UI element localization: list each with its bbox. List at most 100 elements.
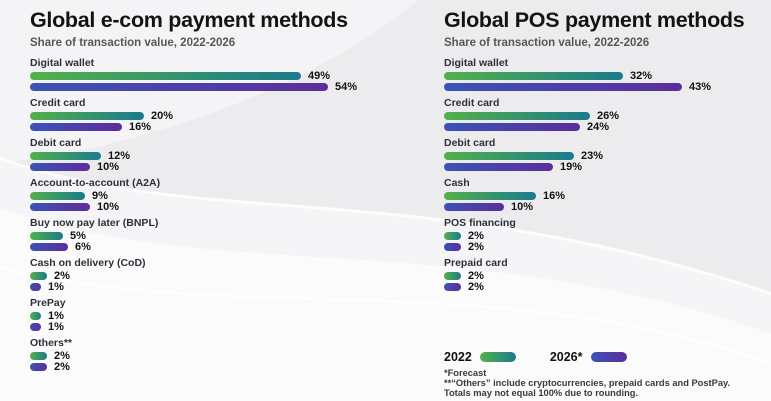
bar-value-label: 2% bbox=[54, 269, 70, 282]
bar-2022 bbox=[444, 231, 461, 240]
category-label: Credit card bbox=[444, 96, 500, 109]
category-group: POS financing 2% 2% bbox=[444, 217, 771, 253]
ecom-chart-title: Global e-com payment methods bbox=[30, 8, 348, 32]
legend-label-2022: 2022 bbox=[444, 350, 472, 364]
bar-row-2022: 16% bbox=[444, 190, 771, 201]
bar-value-label: 9% bbox=[92, 189, 108, 202]
bar-row-2022: 2% bbox=[444, 229, 771, 242]
pos-payment-chart: Global POS payment methods Share of tran… bbox=[444, 8, 771, 297]
bar-2026 bbox=[30, 122, 122, 131]
bar-row-2022: 5% bbox=[30, 229, 400, 242]
bar-row-2022: 49% bbox=[30, 69, 400, 82]
bar-value-label: 5% bbox=[70, 229, 86, 242]
legend-label-2026: 2026* bbox=[549, 350, 583, 364]
bar-2022 bbox=[444, 151, 574, 160]
bar-row-2026: 2% bbox=[444, 280, 771, 293]
category-label: Debit card bbox=[30, 136, 82, 149]
bar-value-label: 10% bbox=[97, 160, 120, 173]
category-group: Credit card 20% 16% bbox=[30, 96, 400, 132]
category-label: Others** bbox=[30, 336, 73, 349]
bar-2022 bbox=[444, 71, 623, 80]
category-group: Cash on delivery (CoD) 2% 1% bbox=[30, 256, 400, 293]
bar-2026 bbox=[30, 362, 47, 371]
bar-value-label: 23% bbox=[581, 149, 604, 162]
category-label: Debit card bbox=[444, 136, 496, 149]
bar-row-2026: 54% bbox=[30, 81, 400, 92]
bar-value-label: 49% bbox=[308, 69, 331, 82]
pos-chart-subtitle: Share of transaction value, 2022-2026 bbox=[444, 37, 650, 49]
category-label: Digital wallet bbox=[444, 56, 509, 69]
category-group: Credit card 26% 24% bbox=[444, 96, 771, 133]
bar-row-2026: 10% bbox=[444, 200, 771, 213]
bar-value-label: 24% bbox=[587, 120, 610, 133]
footnote-others: **“Others” include cryptocurrencies, pre… bbox=[444, 378, 731, 389]
pos-chart-title: Global POS payment methods bbox=[444, 8, 745, 32]
legend-item-2026: 2026* bbox=[550, 350, 627, 364]
bar-row-2026: 1% bbox=[30, 320, 400, 333]
bar-2026 bbox=[30, 202, 90, 211]
bar-value-label: 2% bbox=[54, 349, 70, 362]
bar-2026 bbox=[30, 322, 41, 331]
category-label: Digital wallet bbox=[30, 56, 95, 69]
bar-2026 bbox=[444, 82, 682, 91]
bar-value-label: 2% bbox=[54, 360, 70, 373]
category-label: Cash on delivery (CoD) bbox=[30, 256, 146, 269]
category-group: Others** 2% 2% bbox=[30, 336, 400, 373]
category-group: Prepaid card 2% 2% bbox=[444, 256, 771, 293]
bar-value-label: 10% bbox=[511, 200, 534, 213]
bar-row-2022: 12% bbox=[30, 149, 400, 162]
bar-2026 bbox=[30, 82, 328, 91]
bar-2022 bbox=[30, 151, 101, 160]
bar-row-2022: 2% bbox=[30, 269, 400, 282]
bar-row-2026: 24% bbox=[444, 120, 771, 133]
category-group: Buy now pay later (BNPL) 5% 6% bbox=[30, 216, 400, 253]
legend-item-2022: 2022 bbox=[444, 350, 516, 364]
bar-value-label: 43% bbox=[689, 80, 712, 93]
category-group: Digital wallet 32% 43% bbox=[444, 56, 771, 93]
footnote-forecast: *Forecast bbox=[444, 368, 487, 378]
category-label: Credit card bbox=[30, 96, 86, 109]
bar-2022 bbox=[30, 191, 85, 200]
bar-row-2026: 2% bbox=[30, 360, 400, 373]
bar-value-label: 32% bbox=[630, 69, 653, 82]
bar-2026 bbox=[444, 122, 580, 131]
bar-row-2022: 1% bbox=[30, 310, 400, 321]
category-group: Debit card 12% 10% bbox=[30, 136, 400, 173]
bar-2022 bbox=[30, 271, 47, 280]
bar-row-2026: 1% bbox=[30, 280, 400, 293]
bar-value-label: 1% bbox=[48, 280, 64, 293]
bar-row-2026: 6% bbox=[30, 240, 400, 253]
bar-2022 bbox=[444, 191, 536, 200]
bar-value-label: 2% bbox=[468, 240, 484, 253]
bar-2022 bbox=[444, 111, 590, 120]
bar-2022 bbox=[30, 311, 41, 320]
bar-value-label: 26% bbox=[597, 109, 620, 122]
bar-row-2022: 20% bbox=[30, 109, 400, 122]
category-label: Cash bbox=[444, 176, 470, 189]
bar-row-2022: 26% bbox=[444, 109, 771, 122]
bar-2026 bbox=[30, 242, 68, 251]
bar-value-label: 19% bbox=[560, 160, 583, 173]
bar-row-2022: 32% bbox=[444, 69, 771, 82]
bar-2026 bbox=[444, 282, 461, 291]
category-label: Prepaid card bbox=[444, 256, 508, 269]
bar-row-2026: 19% bbox=[444, 160, 771, 173]
bar-2022 bbox=[444, 271, 461, 280]
category-group: Digital wallet 49% 54% bbox=[30, 56, 400, 92]
pos-bar-groups: Digital wallet 32% 43% Credit card 26% 24% Deb… bbox=[444, 56, 771, 293]
ecom-bar-groups: Digital wallet 49% 54% Credit card 20% 16% Deb… bbox=[30, 56, 400, 373]
category-label: Buy now pay later (BNPL) bbox=[30, 216, 159, 229]
legend: 2022 2026* bbox=[444, 350, 627, 364]
bar-value-label: 6% bbox=[75, 240, 91, 253]
ecom-chart-subtitle: Share of transaction value, 2022-2026 bbox=[30, 37, 236, 49]
category-group: Debit card 23% 19% bbox=[444, 136, 771, 173]
bar-value-label: 2% bbox=[468, 229, 484, 242]
bar-value-label: 2% bbox=[468, 280, 484, 293]
bar-2022 bbox=[30, 351, 47, 360]
bar-value-label: 12% bbox=[108, 149, 131, 162]
bar-row-2026: 43% bbox=[444, 80, 771, 93]
bar-value-label: 1% bbox=[48, 320, 64, 333]
category-group: Account-to-account (A2A) 9% 10% bbox=[30, 177, 400, 212]
category-group: PrePay 1% 1% bbox=[30, 297, 400, 333]
bar-value-label: 20% bbox=[151, 109, 174, 122]
